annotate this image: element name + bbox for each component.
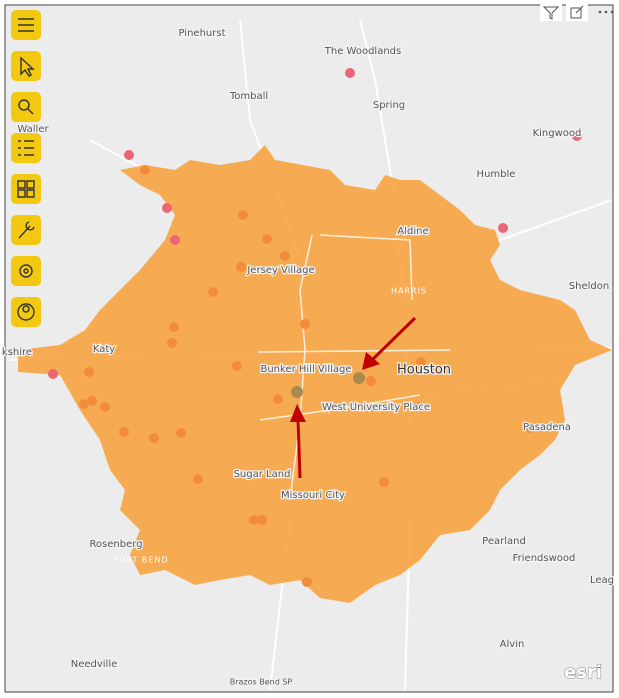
points — [79, 165, 535, 587]
place-label: Rosenberg — [89, 539, 142, 550]
place-label: kshire — [2, 347, 32, 358]
arrows — [290, 316, 417, 479]
place-label: Leag — [590, 575, 614, 586]
county-label: HARRIS — [391, 287, 427, 296]
search-button[interactable] — [11, 92, 41, 122]
place-labels: Pinehurst The Woodlands Tomball Spring W… — [1, 27, 616, 688]
place-label: Missouri City — [281, 490, 345, 501]
layers-button[interactable] — [11, 133, 41, 163]
place-label: Humble — [477, 169, 516, 180]
visual-header — [540, 3, 614, 21]
points-outside — [48, 68, 582, 379]
focus-icon[interactable] — [566, 3, 588, 21]
tools-button[interactable] — [11, 215, 41, 245]
place-label: Alvin — [500, 639, 525, 650]
place-label: The Woodlands — [324, 46, 401, 57]
highlighted-points — [291, 372, 365, 398]
place-label: Needville — [71, 659, 118, 670]
place-label: Aldine — [397, 226, 428, 237]
place-label: Waller — [17, 124, 49, 135]
toolbar — [11, 10, 41, 327]
place-label: Katy — [93, 344, 115, 355]
roads-overlay — [257, 234, 451, 501]
place-label: Jersey Village — [246, 265, 314, 276]
place-label: Pinehurst — [179, 28, 226, 39]
county-label: FORT BEND — [114, 556, 169, 565]
filter-icon[interactable] — [540, 3, 562, 21]
select-button[interactable] — [11, 51, 41, 81]
service-area — [18, 145, 612, 603]
place-label: Tomball — [229, 91, 268, 102]
account-button[interactable] — [11, 297, 41, 327]
place-label: Spring — [373, 100, 405, 111]
attribution: esri — [564, 662, 602, 683]
menu-button[interactable] — [11, 10, 41, 40]
place-label: Sugar Land — [234, 469, 291, 480]
place-label: Pearland — [482, 536, 526, 547]
place-label: Pasadena — [523, 422, 571, 433]
city-label: Houston — [397, 363, 451, 378]
place-label: Brazos Bend SP — [230, 678, 293, 687]
place-label: West University Place — [322, 402, 430, 413]
place-label: Kingwood — [533, 128, 582, 139]
settings-button[interactable] — [11, 256, 41, 286]
place-label: Bunker Hill Village — [260, 364, 351, 375]
basemap-button[interactable] — [11, 174, 41, 204]
place-label: Sheldon — [569, 281, 609, 292]
more-options[interactable] — [598, 10, 614, 14]
place-label: Friendswood — [513, 553, 576, 564]
